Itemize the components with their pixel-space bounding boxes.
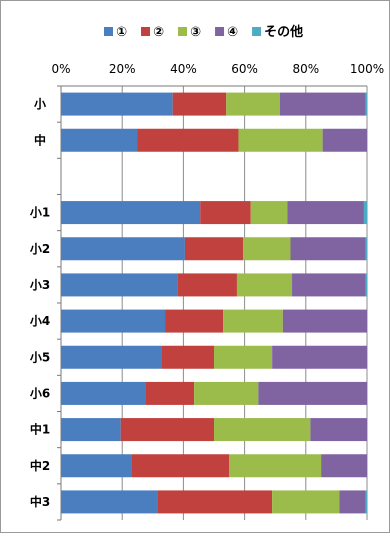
bar-segment-11-4 xyxy=(365,490,367,514)
category-label-9: 中1 xyxy=(30,422,50,437)
bar-segment-8-3 xyxy=(258,381,367,405)
bar-segment-7-1 xyxy=(161,345,214,369)
legend-swatch-1 xyxy=(141,27,151,36)
bar-segment-6-3 xyxy=(282,309,367,333)
bar-segment-10-1 xyxy=(131,454,230,478)
category-label-6: 小4 xyxy=(30,313,50,328)
bar-segment-10-2 xyxy=(229,454,322,478)
bar-segment-9-3 xyxy=(310,418,367,442)
bar-segment-7-2 xyxy=(214,345,273,369)
bar-segment-1-2 xyxy=(238,128,323,152)
bar-segment-9-2 xyxy=(214,418,311,442)
bar-segment-10-0 xyxy=(61,454,132,478)
bar-segment-7-3 xyxy=(272,345,367,369)
bar-segment-0-1 xyxy=(172,92,227,116)
bar-segment-11-2 xyxy=(272,490,340,514)
bar-segment-11-3 xyxy=(339,490,366,514)
legend-swatch-4 xyxy=(252,27,262,36)
x-tick-label-2: 40% xyxy=(170,62,197,76)
bar-segment-9-1 xyxy=(120,418,214,442)
bar-segment-11-0 xyxy=(61,490,158,514)
bar-segment-8-1 xyxy=(145,381,195,405)
bar-segment-6-2 xyxy=(223,309,283,333)
category-label-4: 小2 xyxy=(30,241,50,256)
bar-segment-4-3 xyxy=(290,237,366,261)
legend-swatch-2 xyxy=(178,27,188,36)
legend-label-2: ③ xyxy=(190,25,201,40)
bar-segment-1-3 xyxy=(322,128,367,152)
legend-swatch-0 xyxy=(104,27,113,36)
bar-segment-3-2 xyxy=(250,201,288,225)
bar-segment-5-1 xyxy=(177,273,237,297)
legend-swatch-3 xyxy=(215,27,225,36)
x-tick-label-0: 0% xyxy=(51,62,70,76)
bar-segment-7-0 xyxy=(61,345,162,369)
legend-label-1: ② xyxy=(153,25,164,40)
category-label-10: 中2 xyxy=(30,458,50,473)
legend-label-0: ① xyxy=(116,25,127,40)
bar-segment-5-3 xyxy=(292,273,366,297)
bar-segment-3-0 xyxy=(61,201,201,225)
category-label-8: 小6 xyxy=(30,385,50,400)
category-label-5: 小3 xyxy=(30,277,50,292)
bar-segment-8-2 xyxy=(194,381,259,405)
bar-segment-4-0 xyxy=(61,237,185,261)
legend: ① ② ③ ④ その他 xyxy=(104,24,303,40)
bar-segment-4-1 xyxy=(184,237,244,261)
bar-segment-9-0 xyxy=(61,418,121,442)
legend-label-3: ④ xyxy=(227,25,238,40)
bar-segment-3-4 xyxy=(363,201,367,225)
bar-segment-11-1 xyxy=(157,490,273,514)
bar-segment-0-2 xyxy=(226,92,280,116)
bar-segment-5-2 xyxy=(236,273,293,297)
x-tick-label-1: 20% xyxy=(109,62,136,76)
category-label-7: 小5 xyxy=(30,349,50,364)
bar-segment-6-0 xyxy=(61,309,166,333)
x-tick-label-5: 100% xyxy=(350,62,384,76)
bar-segment-5-0 xyxy=(61,273,178,297)
bars xyxy=(61,92,367,514)
category-label-3: 小1 xyxy=(30,205,50,220)
x-tick-label-3: 60% xyxy=(231,62,258,76)
category-label-11: 中3 xyxy=(30,494,50,509)
bar-segment-3-3 xyxy=(287,201,364,225)
bar-segment-10-3 xyxy=(321,454,367,478)
bar-segment-1-0 xyxy=(61,128,138,152)
bar-segment-0-0 xyxy=(61,92,173,116)
bar-segment-4-2 xyxy=(243,237,291,261)
bar-segment-4-4 xyxy=(365,237,367,261)
bar-segment-0-4 xyxy=(365,92,367,116)
category-label-1: 中 xyxy=(34,132,46,147)
bar-segment-5-4 xyxy=(365,273,367,297)
bar-segment-1-1 xyxy=(137,128,239,152)
bar-segment-0-3 xyxy=(279,92,366,116)
bar-segment-6-1 xyxy=(165,309,224,333)
category-label-0: 小 xyxy=(34,96,46,111)
bar-segment-3-1 xyxy=(200,201,251,225)
x-tick-label-4: 80% xyxy=(292,62,319,76)
legend-label-4: その他 xyxy=(264,24,303,40)
bar-segment-8-0 xyxy=(61,381,146,405)
